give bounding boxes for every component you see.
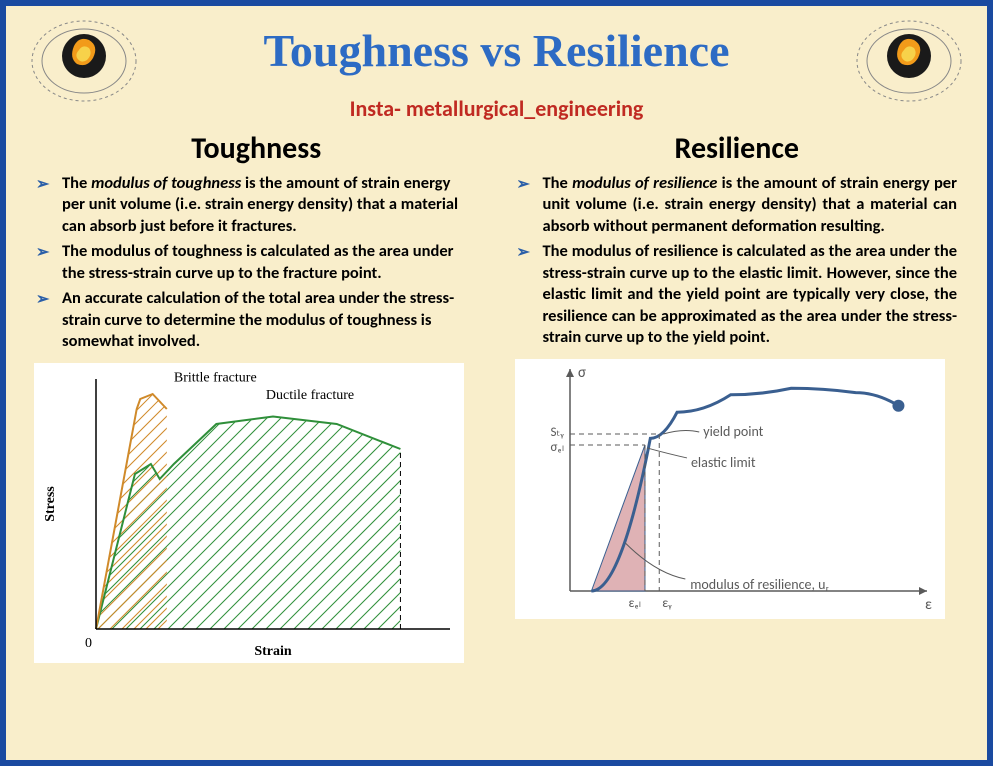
svg-text:εₑₗ: εₑₗ — [628, 596, 641, 611]
svg-text:Brittle fracture: Brittle fracture — [174, 370, 257, 385]
bullet-item: ➢The modulus of toughness is calculated … — [36, 241, 477, 284]
svg-text:εᵧ: εᵧ — [662, 596, 672, 611]
bullet-item: ➢The modulus of resilience is the amount… — [517, 173, 958, 237]
resilience-chart: σ ε Sₜᵧ σₑₗ εₑₗ εᵧ yield point elastic l… — [515, 359, 945, 619]
bullet-item: ➢An accurate calculation of the total ar… — [36, 288, 477, 352]
resilience-heading: Resilience — [511, 130, 964, 167]
svg-text:ε: ε — [925, 596, 932, 614]
bullet-item: ➢The modulus of resilience is calculated… — [517, 241, 958, 348]
resilience-bullets: ➢The modulus of resilience is the amount… — [511, 173, 964, 349]
svg-text:Strain: Strain — [254, 644, 292, 659]
page-title: Toughness vs Resilience — [6, 24, 987, 77]
toughness-bullets: ➢The modulus of toughness is the amount … — [30, 173, 483, 353]
svg-text:σₑₗ: σₑₗ — [550, 439, 564, 454]
bullet-item: ➢The modulus of toughness is the amount … — [36, 173, 477, 237]
svg-text:modulus of resilience, uᵣ: modulus of resilience, uᵣ — [690, 576, 829, 593]
logo-left — [24, 16, 144, 106]
svg-text:Stress: Stress — [43, 485, 58, 521]
svg-text:σ: σ — [578, 364, 586, 382]
resilience-column: Resilience ➢The modulus of resilience is… — [511, 130, 964, 663]
svg-text:Ductile fracture: Ductile fracture — [266, 388, 354, 403]
subtitle: Insta- metallurgical_engineering — [6, 95, 987, 122]
svg-text:yield point: yield point — [703, 423, 763, 440]
toughness-column: Toughness ➢The modulus of toughness is t… — [30, 130, 483, 663]
svg-text:0: 0 — [85, 636, 92, 651]
columns: Toughness ➢The modulus of toughness is t… — [6, 122, 987, 663]
toughness-chart: 0 Strain Stress Brittle fracture Ductile… — [34, 363, 464, 663]
header: Toughness vs Resilience Insta- metallurg… — [6, 6, 987, 122]
logo-right — [849, 16, 969, 106]
svg-text:Sₜᵧ: Sₜᵧ — [550, 425, 564, 440]
svg-text:elastic limit: elastic limit — [690, 453, 755, 470]
toughness-heading: Toughness — [30, 130, 483, 167]
